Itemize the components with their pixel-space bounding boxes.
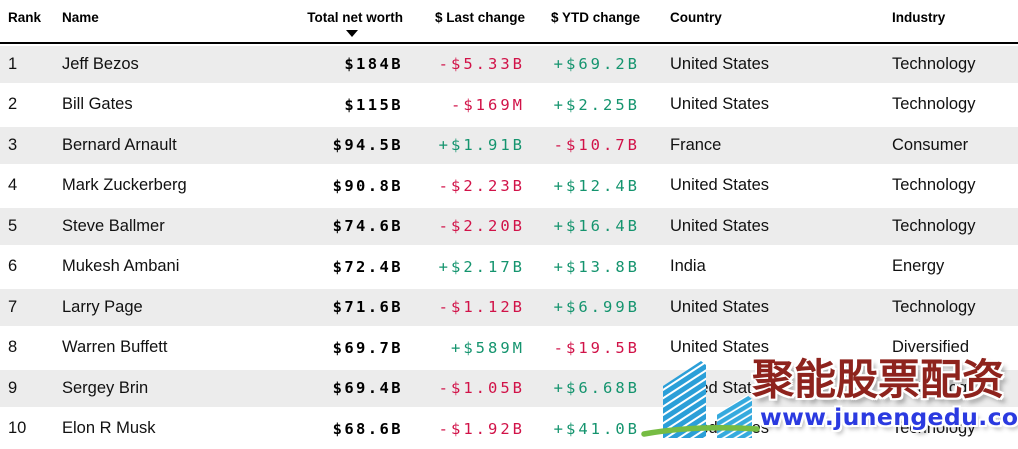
table-row[interactable]: 2 Bill Gates $115B -$169M +$2.25B United… [0,85,1018,126]
industry-cell: Technology [892,378,976,397]
last-change-cell: -$1.05B [438,379,525,398]
rank-cell: 10 [8,419,27,438]
table-body: 1 Jeff Bezos $184B -$5.33B +$69.2B Unite… [0,44,1018,449]
industry-cell: Technology [892,54,976,73]
table-row[interactable]: 10 Elon R Musk $68.6B -$1.92B +$41.0B Un… [0,409,1018,449]
name-cell[interactable]: Sergey Brin [62,378,149,397]
last-change-cell: +$2.17B [438,257,525,276]
table-row[interactable]: 8 Warren Buffett $69.7B +$589M -$19.5B U… [0,328,1018,369]
ytd-change-cell: +$12.4B [553,176,640,195]
name-cell[interactable]: Warren Buffett [62,338,168,357]
industry-cell: Technology [892,95,976,114]
country-cell: United States [670,54,770,73]
net-worth-cell: $94.5B [332,136,403,155]
net-worth-cell: $69.4B [332,379,403,398]
table-row[interactable]: 9 Sergey Brin $69.4B -$1.05B +$6.68B Uni… [0,368,1018,409]
name-cell[interactable]: Mark Zuckerberg [62,176,187,195]
industry-cell: Technology [892,216,976,235]
ytd-change-cell: -$10.7B [553,136,640,155]
country-cell: France [670,135,722,154]
industry-cell: Energy [892,257,945,276]
last-change-cell: +$589M [451,338,525,357]
column-header-industry[interactable]: Industry [892,10,946,25]
industry-cell: Diversified [892,338,970,357]
ytd-change-cell: -$19.5B [553,338,640,357]
name-cell[interactable]: Larry Page [62,297,143,316]
country-cell: India [670,257,706,276]
country-cell: United States [670,419,770,438]
last-change-cell: -$169M [451,95,525,114]
ytd-change-cell: +$41.0B [553,419,640,438]
rank-cell: 7 [8,297,18,316]
rank-cell: 3 [8,135,18,154]
last-change-cell: -$1.12B [438,298,525,317]
name-cell[interactable]: Jeff Bezos [62,54,139,73]
ytd-change-cell: +$69.2B [553,55,640,74]
industry-cell: Consumer [892,135,969,154]
net-worth-cell: $69.7B [332,338,403,357]
rank-cell: 4 [8,176,18,195]
table-row[interactable]: 1 Jeff Bezos $184B -$5.33B +$69.2B Unite… [0,44,1018,85]
ytd-change-cell: +$6.68B [553,379,640,398]
ytd-change-cell: +$2.25B [553,95,640,114]
table-row[interactable]: 5 Steve Ballmer $74.6B -$2.20B +$16.4B U… [0,206,1018,247]
net-worth-cell: $115B [344,95,403,114]
table-row[interactable]: 3 Bernard Arnault $94.5B +$1.91B -$10.7B… [0,125,1018,166]
rank-cell: 2 [8,95,18,114]
table-row[interactable]: 6 Mukesh Ambani $72.4B +$2.17B +$13.8B I… [0,247,1018,288]
name-cell[interactable]: Bernard Arnault [62,135,177,154]
table-row[interactable]: 4 Mark Zuckerberg $90.8B -$2.23B +$12.4B… [0,166,1018,207]
country-cell: United States [670,338,770,357]
ytd-change-cell: +$16.4B [553,217,640,236]
name-cell[interactable]: Elon R Musk [62,419,156,438]
last-change-cell: -$2.20B [438,217,525,236]
rank-cell: 9 [8,378,18,397]
last-change-cell: +$1.91B [438,136,525,155]
industry-cell: Technology [892,419,976,438]
net-worth-cell: $184B [344,55,403,74]
table-header: Rank Name Total net worth $ Last change … [0,0,1018,44]
name-cell[interactable]: Bill Gates [62,95,133,114]
last-change-cell: -$5.33B [438,55,525,74]
net-worth-cell: $68.6B [332,419,403,438]
last-change-cell: -$2.23B [438,176,525,195]
name-cell[interactable]: Mukesh Ambani [62,257,180,276]
country-cell: United States [670,297,770,316]
column-header-last-change[interactable]: $ Last change [434,10,525,25]
ytd-change-cell: +$13.8B [553,257,640,276]
column-header-rank[interactable]: Rank [8,10,42,25]
column-header-net-worth-label: Total net worth [307,10,403,25]
country-cell: United States [670,176,770,195]
name-cell[interactable]: Steve Ballmer [62,216,165,235]
column-header-name[interactable]: Name [62,10,99,25]
column-header-country[interactable]: Country [670,10,722,25]
triangle-down-icon [346,30,358,37]
net-worth-cell: $90.8B [332,176,403,195]
country-cell: United States [670,95,770,114]
country-cell: United States [670,378,770,397]
net-worth-cell: $72.4B [332,257,403,276]
rank-cell: 5 [8,216,18,235]
industry-cell: Technology [892,297,976,316]
country-cell: United States [670,216,770,235]
rank-cell: 6 [8,257,18,276]
column-header-ytd-change[interactable]: $ YTD change [550,10,640,25]
net-worth-cell: $71.6B [332,298,403,317]
table-row[interactable]: 7 Larry Page $71.6B -$1.12B +$6.99B Unit… [0,287,1018,328]
last-change-cell: -$1.92B [438,419,525,438]
ytd-change-cell: +$6.99B [553,298,640,317]
industry-cell: Technology [892,176,976,195]
net-worth-cell: $74.6B [332,217,403,236]
rank-cell: 8 [8,338,18,357]
column-header-net-worth[interactable]: Total net worth [302,0,403,42]
rank-cell: 1 [8,54,18,73]
